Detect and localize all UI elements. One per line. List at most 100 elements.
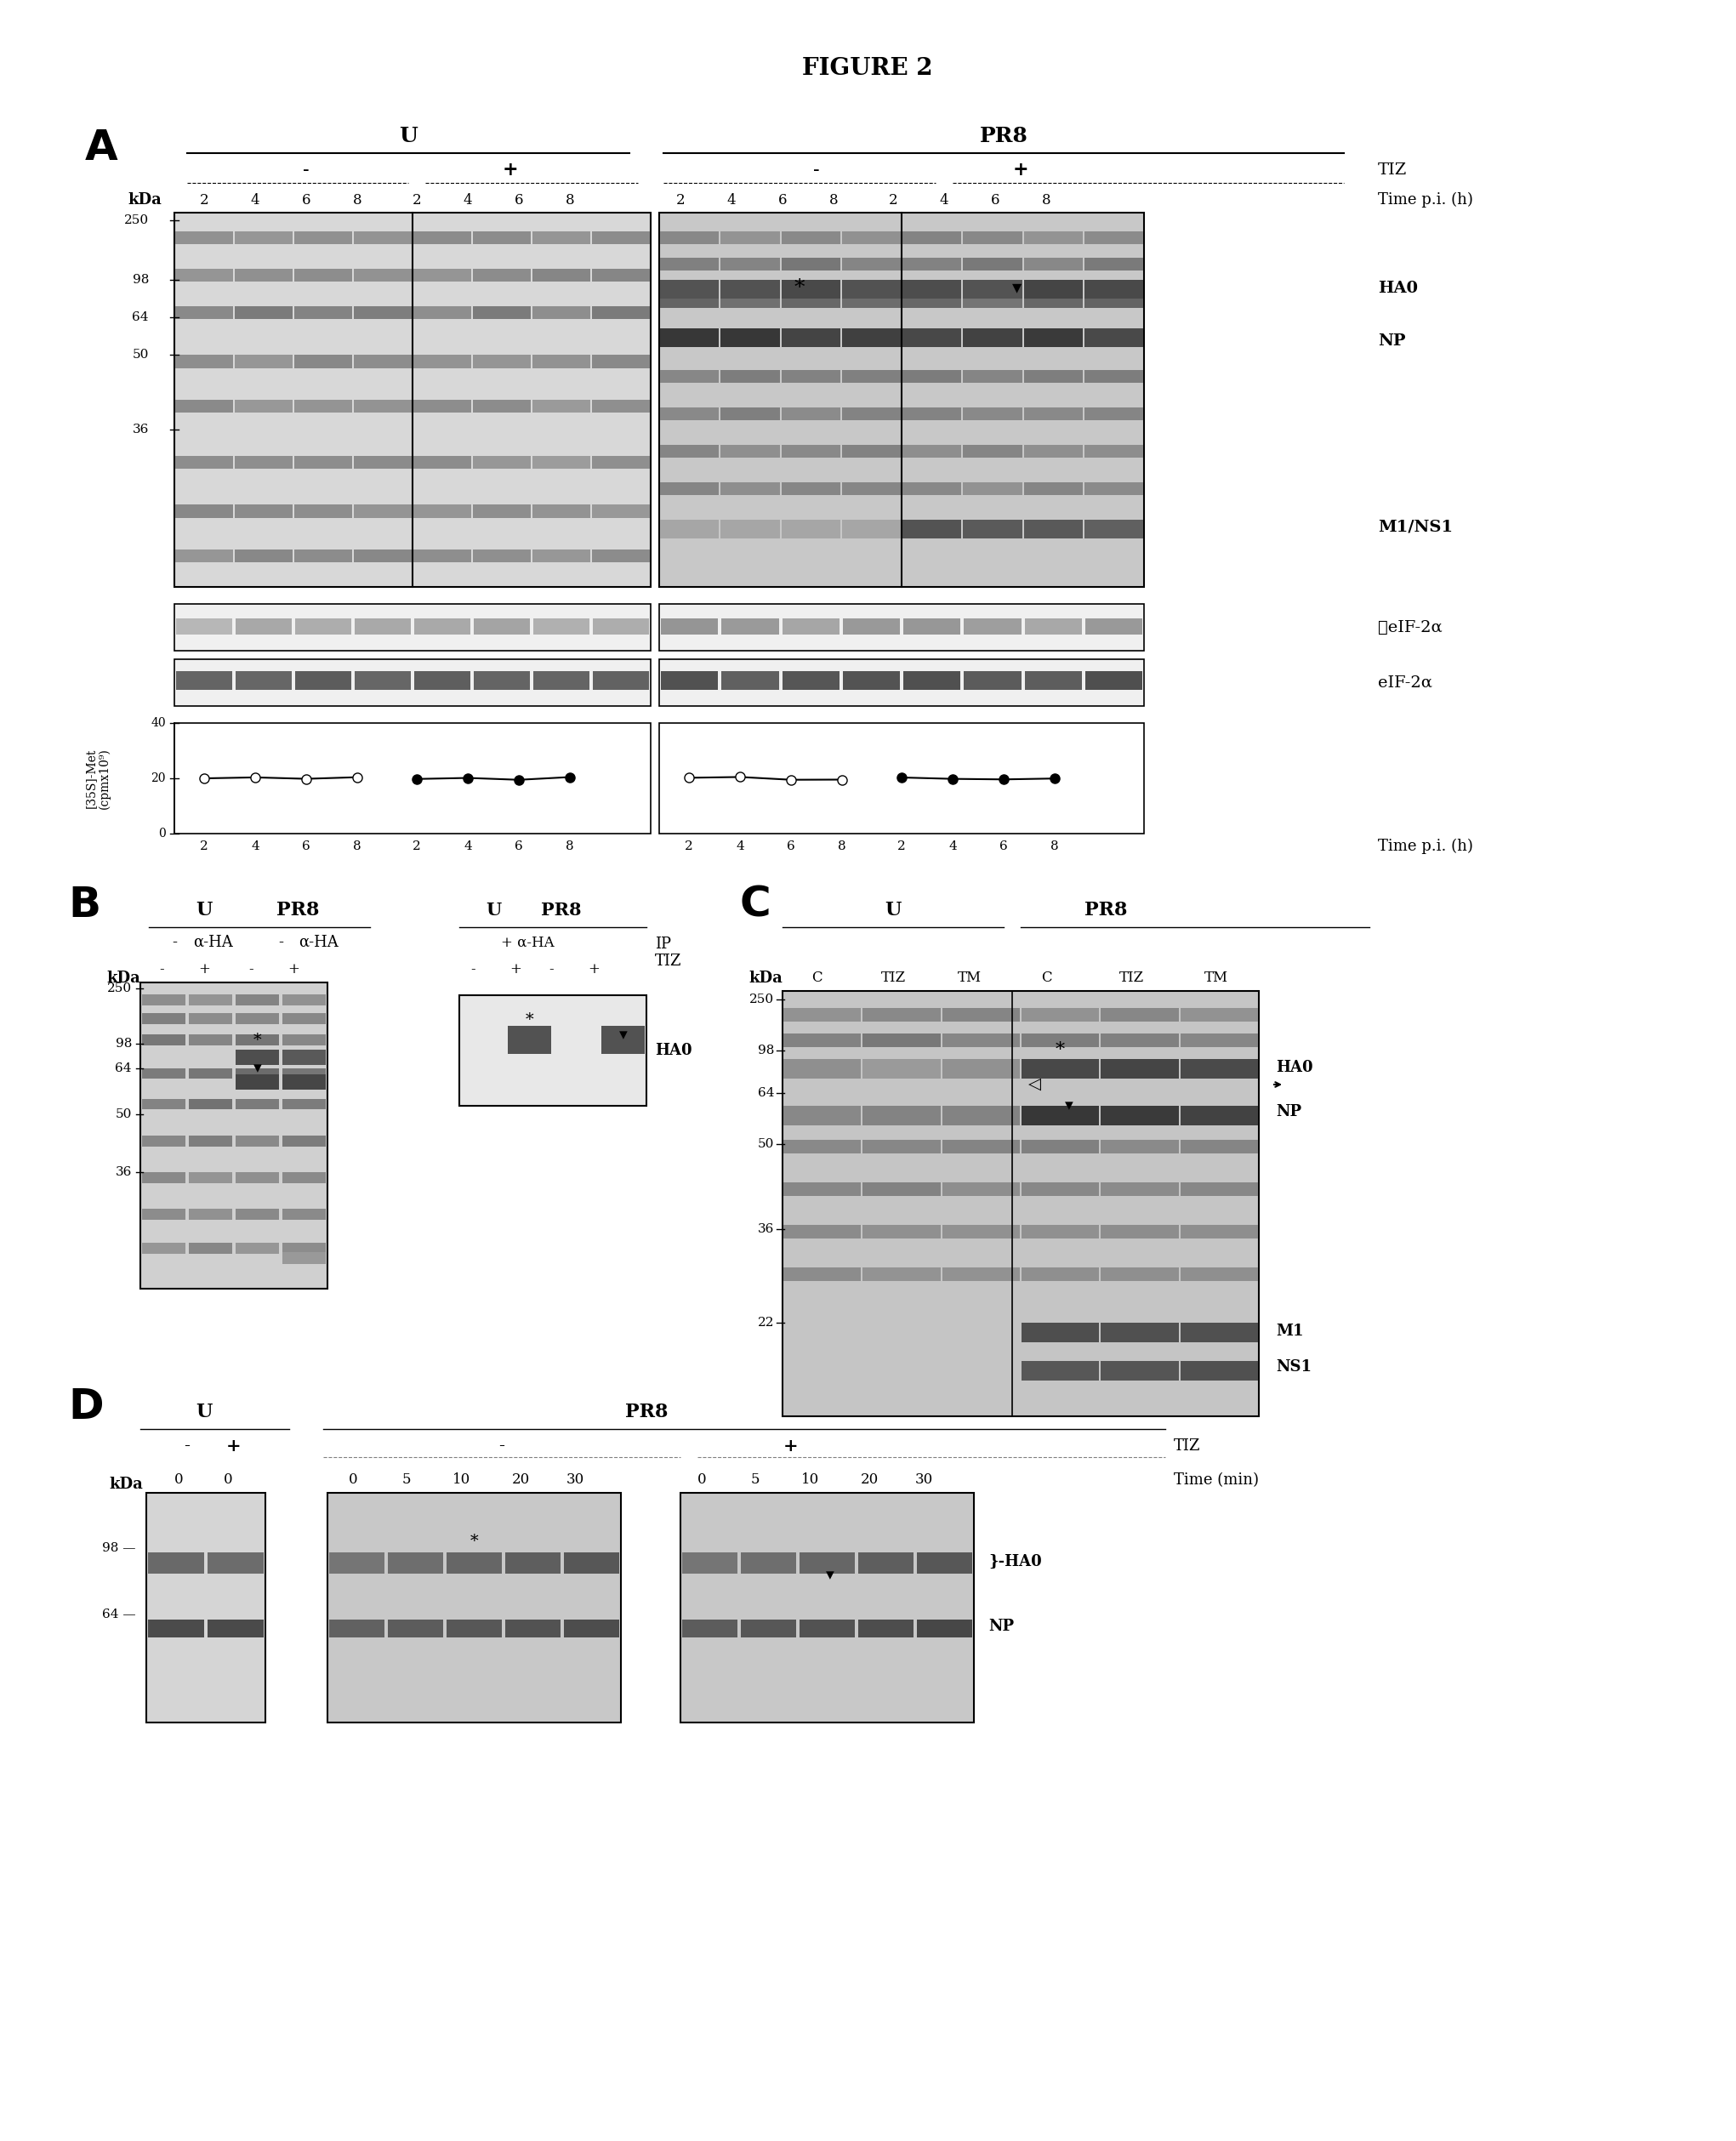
Bar <box>783 1225 861 1237</box>
Bar <box>175 270 233 283</box>
Text: C: C <box>811 972 821 985</box>
Bar <box>175 456 233 469</box>
Bar <box>783 1267 861 1280</box>
Text: 10: 10 <box>453 1473 470 1488</box>
Bar <box>863 1267 941 1280</box>
Bar <box>175 619 233 634</box>
Bar <box>943 1105 1019 1124</box>
Text: }-HA0: }-HA0 <box>988 1554 1042 1569</box>
Bar <box>413 355 470 368</box>
Text: -: - <box>812 161 819 180</box>
Text: 8: 8 <box>566 193 575 208</box>
Bar <box>354 456 411 469</box>
Bar <box>354 355 411 368</box>
Text: 30: 30 <box>566 1473 583 1488</box>
Bar <box>472 270 531 283</box>
Bar <box>943 1225 1019 1237</box>
Bar <box>741 1619 797 1638</box>
Bar <box>1180 1060 1259 1079</box>
Bar <box>283 1210 326 1220</box>
Bar <box>330 1552 384 1574</box>
Bar <box>1101 1182 1179 1197</box>
Bar <box>472 231 531 244</box>
Text: 2: 2 <box>413 841 420 852</box>
Bar <box>1101 1323 1179 1342</box>
Bar <box>903 482 962 495</box>
Text: 0: 0 <box>224 1473 233 1488</box>
Text: ▾: ▾ <box>1012 278 1021 298</box>
Text: Time p.i. (h): Time p.i. (h) <box>1378 193 1474 208</box>
Bar <box>533 270 590 283</box>
Bar <box>1101 1362 1179 1381</box>
Text: -: - <box>248 963 253 976</box>
Bar <box>660 295 719 308</box>
Bar <box>533 505 590 518</box>
Bar <box>858 1552 913 1574</box>
Bar <box>720 482 779 495</box>
Bar <box>175 550 233 563</box>
Bar <box>236 1075 279 1090</box>
Bar <box>234 355 293 368</box>
Text: 20: 20 <box>151 773 167 784</box>
Bar <box>564 1552 620 1574</box>
Bar <box>236 996 279 1006</box>
Bar <box>722 619 779 634</box>
Text: α-HA: α-HA <box>193 936 233 951</box>
Bar <box>236 1210 279 1220</box>
Bar <box>682 1619 738 1638</box>
Text: α-HA: α-HA <box>299 936 339 951</box>
Text: 36: 36 <box>132 424 149 435</box>
Bar <box>842 370 901 383</box>
Text: 0: 0 <box>174 1473 182 1488</box>
Bar <box>295 270 352 283</box>
Text: ▾: ▾ <box>1064 1098 1073 1113</box>
Bar <box>175 355 233 368</box>
Bar <box>1180 1267 1259 1280</box>
Bar <box>142 1173 186 1184</box>
Text: 64 —: 64 — <box>102 1608 135 1621</box>
Text: B: B <box>68 884 101 925</box>
Text: 250: 250 <box>750 993 774 1006</box>
Text: ▾: ▾ <box>620 1028 627 1043</box>
Bar <box>354 400 411 413</box>
Bar <box>142 1210 186 1220</box>
Bar <box>295 619 351 634</box>
Bar <box>354 619 411 634</box>
Text: C: C <box>1042 972 1052 985</box>
Bar <box>142 1013 186 1023</box>
Text: TIZ: TIZ <box>880 972 906 985</box>
Text: 4: 4 <box>727 193 736 208</box>
Bar <box>720 330 779 347</box>
Bar <box>963 231 1023 244</box>
Bar <box>1101 1034 1179 1047</box>
Bar <box>283 1013 326 1023</box>
Bar <box>783 670 838 689</box>
Bar <box>601 1026 644 1053</box>
Text: 4: 4 <box>252 841 259 852</box>
Bar <box>943 1008 1019 1021</box>
Bar <box>720 231 779 244</box>
Bar <box>283 1173 326 1184</box>
Text: TM: TM <box>1205 972 1229 985</box>
Text: 2: 2 <box>889 193 898 208</box>
Text: +: + <box>502 161 519 180</box>
Bar <box>387 1619 443 1638</box>
Bar <box>189 1210 233 1220</box>
Bar <box>1024 280 1083 300</box>
Bar <box>283 996 326 1006</box>
Bar <box>783 1060 861 1079</box>
Bar <box>863 1139 941 1154</box>
Bar <box>800 1619 854 1638</box>
Bar <box>415 670 470 689</box>
Text: 8: 8 <box>1050 841 1059 852</box>
Text: ▾: ▾ <box>826 1567 833 1582</box>
Bar <box>1024 407 1083 420</box>
Bar <box>1024 482 1083 495</box>
Text: PR8: PR8 <box>979 126 1028 146</box>
Text: *: * <box>253 1032 262 1049</box>
Bar <box>903 330 962 347</box>
Bar <box>234 505 293 518</box>
Bar <box>781 280 840 300</box>
Bar <box>1101 1060 1179 1079</box>
Text: 20: 20 <box>861 1473 878 1488</box>
